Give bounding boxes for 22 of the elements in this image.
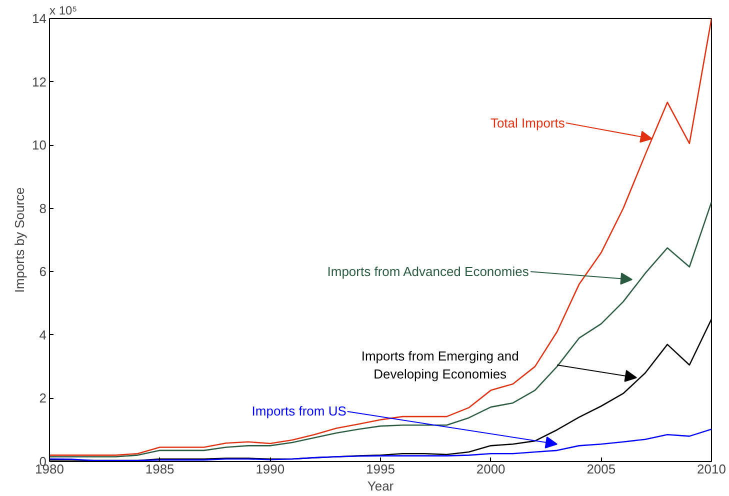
- y-tick-label: 4: [39, 327, 47, 342]
- y-tick-label: 8: [39, 200, 47, 216]
- x-axis-title: Year: [367, 478, 394, 494]
- x-tick-label: 1995: [366, 462, 395, 476]
- line-series: [50, 18, 712, 456]
- x-tick-label: 1985: [145, 462, 174, 476]
- text: Total Imports: [490, 115, 566, 130]
- text: x 10⁵: [50, 4, 78, 18]
- text: Imports from Advanced Economies: [327, 264, 530, 280]
- text: Imports from US: [252, 403, 347, 418]
- x-tick-label: 1990: [256, 462, 285, 476]
- x-tick-label: 2000: [476, 462, 506, 476]
- y-tick-label: 10: [32, 138, 47, 153]
- text: Imports from Emerging and Developing Economies: [361, 348, 519, 382]
- y-axis-title: Imports by Source: [12, 187, 28, 293]
- line-series: [50, 201, 712, 458]
- y-tick-label: 6: [39, 264, 47, 280]
- y-tick-label: 14: [32, 11, 47, 26]
- y-tick-label: 12: [32, 74, 47, 90]
- y-tick-label: 2: [39, 390, 47, 406]
- x-tick-label: 2005: [586, 462, 616, 476]
- x-tick-label: 2010: [697, 462, 726, 476]
